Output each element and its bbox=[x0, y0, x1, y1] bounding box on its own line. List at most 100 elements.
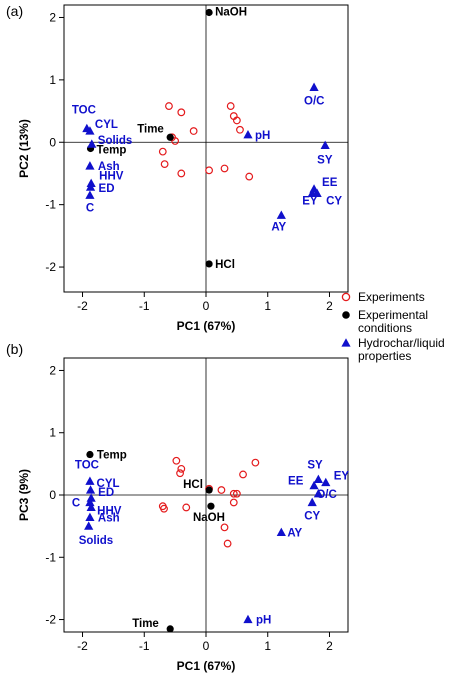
property-label: CYL bbox=[97, 478, 120, 490]
legend-label: Experiments bbox=[358, 290, 425, 304]
y-tick-label: 2 bbox=[49, 10, 56, 24]
legend-label: conditions bbox=[358, 321, 412, 335]
x-tick-label: -2 bbox=[77, 639, 88, 653]
property-point bbox=[313, 474, 323, 484]
property-point bbox=[276, 210, 286, 219]
property-label: SY bbox=[307, 459, 323, 471]
property-point bbox=[85, 182, 96, 191]
property-point bbox=[313, 488, 323, 498]
condition-label: Time bbox=[132, 618, 159, 630]
condition-point bbox=[207, 502, 215, 510]
property-label: EY bbox=[302, 195, 318, 207]
y-tick-label: 2 bbox=[49, 363, 56, 377]
panel-label: (b) bbox=[6, 341, 23, 357]
x-axis-title: PC1 (67%) bbox=[177, 319, 236, 333]
condition-point bbox=[166, 133, 174, 141]
condition-point bbox=[205, 486, 213, 494]
condition-label: NaOH bbox=[193, 512, 225, 524]
property-point bbox=[309, 480, 319, 490]
property-label: Ash bbox=[98, 512, 120, 524]
property-label: CYL bbox=[95, 119, 118, 131]
condition-point bbox=[166, 625, 174, 633]
property-label: pH bbox=[256, 615, 271, 627]
legend-label: properties bbox=[358, 349, 411, 363]
property-point bbox=[243, 129, 253, 139]
property-point bbox=[307, 497, 317, 507]
x-tick-label: 2 bbox=[326, 639, 333, 653]
property-label: O/C bbox=[304, 95, 324, 107]
x-tick-label: -1 bbox=[139, 639, 150, 653]
legend: Experiments ExperimentalconditionsHydroch… bbox=[341, 290, 445, 363]
property-label: Solids bbox=[79, 535, 114, 547]
property-point bbox=[85, 485, 96, 494]
property-label: HHV bbox=[97, 505, 122, 517]
y-axis-title: PC2 (13%) bbox=[17, 119, 31, 178]
panel-label: (a) bbox=[6, 3, 23, 19]
condition-label: Time bbox=[137, 123, 164, 135]
y-tick-label: 0 bbox=[49, 488, 56, 502]
experiment-point bbox=[232, 116, 241, 125]
x-tick-label: 0 bbox=[203, 639, 210, 653]
x-tick-label: 1 bbox=[264, 299, 271, 313]
experiment-point bbox=[229, 489, 238, 498]
x-tick-label: 0 bbox=[203, 299, 210, 313]
property-point bbox=[276, 527, 286, 536]
property-label: C bbox=[72, 497, 80, 509]
y-tick-label: -1 bbox=[45, 550, 56, 564]
property-point bbox=[85, 512, 95, 522]
x-tick-label: 1 bbox=[264, 639, 271, 653]
property-point bbox=[85, 161, 95, 170]
property-label: CY bbox=[304, 510, 320, 522]
property-point bbox=[86, 178, 96, 188]
property-label: AY bbox=[271, 221, 286, 233]
y-tick-label: 1 bbox=[49, 73, 56, 87]
property-point bbox=[243, 614, 253, 624]
experiment-point bbox=[205, 166, 213, 175]
property-label: SY bbox=[317, 154, 333, 166]
y-tick-label: 1 bbox=[49, 426, 56, 440]
x-tick-label: -1 bbox=[139, 299, 150, 313]
property-label: ED bbox=[99, 183, 115, 195]
experiment-point bbox=[189, 127, 198, 135]
condition-label: HCl bbox=[215, 259, 235, 271]
experiment-point bbox=[177, 169, 186, 178]
property-label: TOC bbox=[72, 105, 96, 117]
property-point bbox=[312, 188, 322, 198]
condition-point bbox=[86, 450, 94, 459]
y-tick-label: -2 bbox=[45, 613, 56, 627]
property-point bbox=[86, 493, 96, 502]
property-label: EE bbox=[288, 476, 304, 488]
experiment-point bbox=[239, 470, 247, 479]
x-tick-label: -2 bbox=[77, 299, 88, 313]
experiment-point bbox=[160, 504, 168, 513]
property-point bbox=[86, 502, 96, 512]
property-point bbox=[85, 126, 95, 135]
property-point bbox=[320, 140, 330, 149]
property-label: O/C bbox=[316, 489, 336, 501]
property-label: EE bbox=[322, 177, 338, 189]
property-point bbox=[84, 521, 94, 530]
panel-a: -2 -1 0 1 2 -2 -1 0 1 2 PC1 (67%) PC2 (13%) (a) NaOH T… bbox=[6, 3, 349, 333]
experiment-point bbox=[220, 523, 229, 532]
condition-label: HCl bbox=[183, 479, 203, 491]
experiment-point bbox=[158, 147, 167, 156]
property-point bbox=[321, 477, 331, 487]
experiment-point bbox=[217, 486, 226, 494]
property-label: pH bbox=[255, 130, 270, 142]
legend-marker-properties bbox=[341, 338, 351, 347]
experiment-point bbox=[182, 503, 191, 512]
property-point bbox=[85, 190, 95, 199]
x-tick-label: 2 bbox=[326, 299, 333, 313]
condition-point bbox=[205, 260, 213, 268]
experiment-point bbox=[171, 137, 180, 145]
experiment-point bbox=[177, 464, 186, 473]
property-label: TOC bbox=[75, 459, 99, 471]
legend-marker-conditions bbox=[342, 311, 350, 319]
experiment-point bbox=[165, 102, 173, 110]
property-label: CY bbox=[326, 195, 342, 207]
condition-point bbox=[205, 8, 213, 17]
property-point bbox=[85, 476, 95, 485]
experiment-point bbox=[229, 498, 238, 507]
condition-label: Temp bbox=[97, 145, 127, 157]
experiment-point bbox=[172, 456, 181, 465]
